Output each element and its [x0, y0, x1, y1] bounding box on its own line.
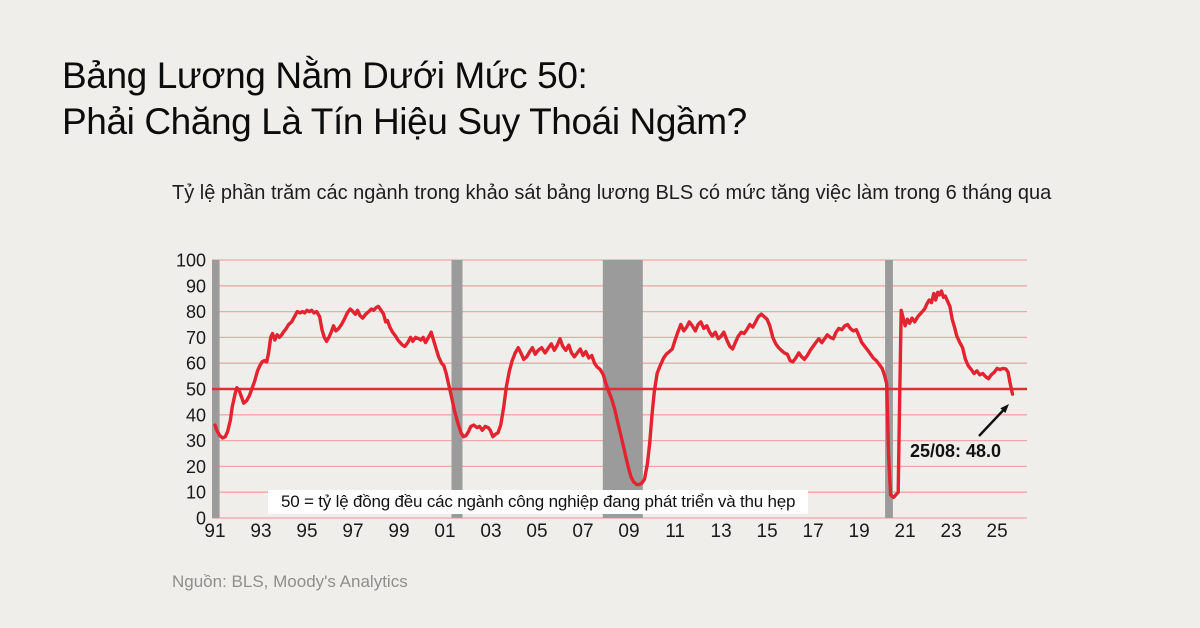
annotation-arrowhead — [1000, 404, 1009, 413]
page-title: Bảng Lương Nằm Dưới Mức 50: Phải Chăng L… — [62, 53, 747, 145]
y-tick-30: 30 — [186, 431, 206, 451]
x-tick-93: 93 — [250, 521, 271, 542]
x-tick-95: 95 — [296, 521, 317, 542]
y-tick-10: 10 — [186, 483, 206, 503]
reference-line-label: 50 = tỷ lệ đồng đều các ngành công nghiệ… — [268, 490, 809, 514]
y-tick-0: 0 — [196, 509, 206, 529]
page-title-line2: Phải Chăng Là Tín Hiệu Suy Thoái Ngầm? — [62, 101, 747, 142]
x-tick-25: 25 — [987, 521, 1008, 542]
x-tick-23: 23 — [941, 521, 962, 542]
y-tick-90: 90 — [186, 276, 206, 296]
y-tick-100: 100 — [176, 251, 206, 271]
x-tick-01: 01 — [434, 521, 455, 542]
series-line — [213, 289, 1015, 500]
x-tick-97: 97 — [342, 521, 363, 542]
x-tick-03: 03 — [480, 521, 501, 542]
y-tick-60: 60 — [186, 354, 206, 374]
x-tick-11: 11 — [665, 521, 685, 542]
x-tick-15: 15 — [757, 521, 778, 542]
latest-value-annotation: 25/08: 48.0 — [910, 441, 1002, 461]
chart-subtitle: Tỷ lệ phần trăm các ngành trong khảo sát… — [172, 182, 1052, 204]
x-tick-09: 09 — [618, 521, 639, 542]
x-tick-07: 07 — [572, 521, 593, 542]
y-tick-50: 50 — [186, 380, 206, 400]
page-title-line1: Bảng Lương Nằm Dưới Mức 50: — [62, 55, 588, 96]
x-tick-13: 13 — [711, 521, 732, 542]
x-tick-17: 17 — [803, 521, 824, 542]
y-tick-20: 20 — [186, 457, 206, 477]
x-tick-91: 91 — [204, 521, 225, 542]
x-tick-05: 05 — [526, 521, 547, 542]
y-tick-80: 80 — [186, 302, 206, 322]
y-tick-40: 40 — [186, 405, 206, 425]
source-note: Nguồn: BLS, Moody's Analytics — [172, 572, 408, 591]
x-tick-99: 99 — [388, 521, 409, 542]
y-tick-70: 70 — [186, 328, 206, 348]
x-tick-21: 21 — [895, 521, 916, 542]
annotation-arrow — [978, 409, 1005, 437]
x-tick-19: 19 — [849, 521, 870, 542]
